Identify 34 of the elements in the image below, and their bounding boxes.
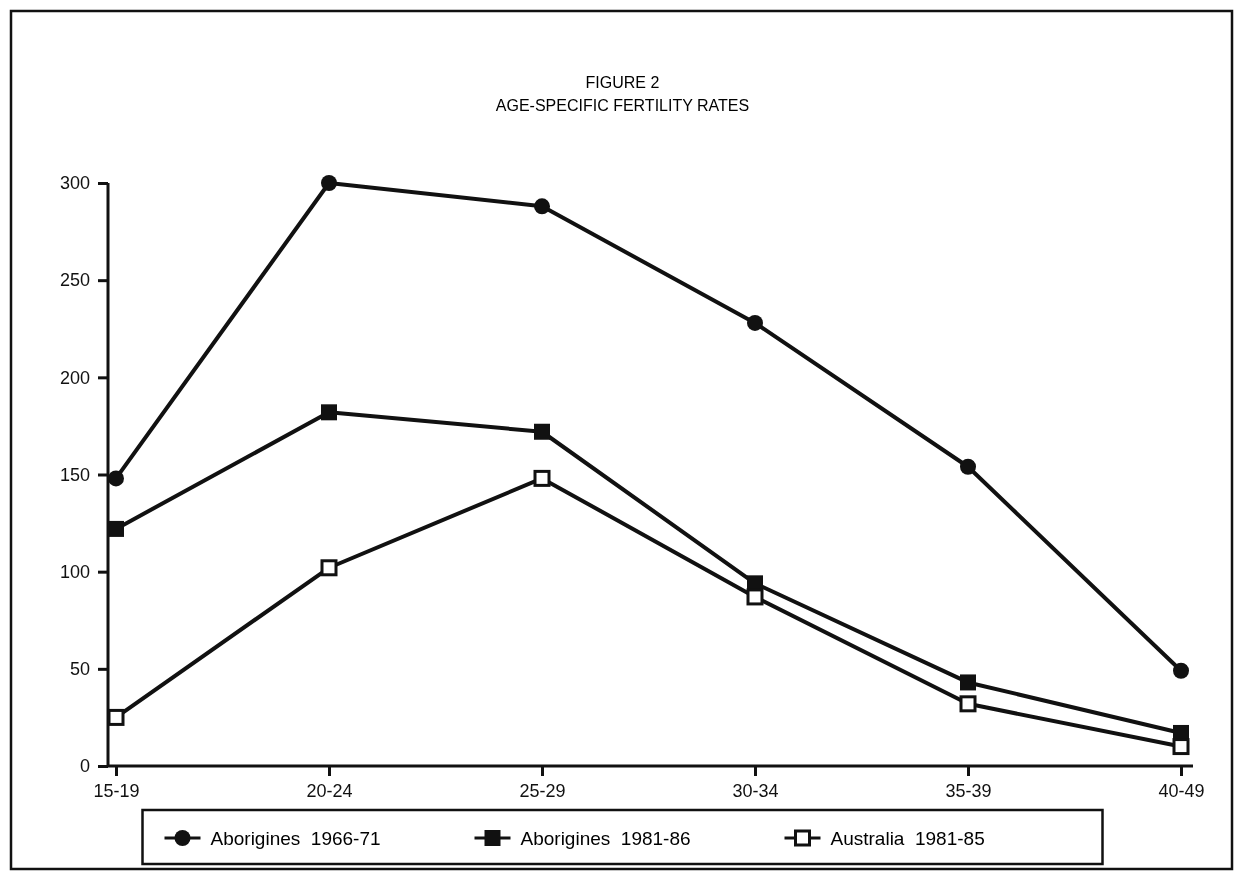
point <box>534 198 550 215</box>
chart-subtitle: AGE-SPECIFIC FERTILITY RATES <box>495 97 750 114</box>
point <box>108 520 124 537</box>
y-tick-label: 250 <box>59 270 90 291</box>
point <box>960 674 976 691</box>
x-tick-label: 15-19 <box>93 780 140 801</box>
y-tick-label: 50 <box>69 659 90 680</box>
point <box>1173 662 1189 679</box>
point <box>321 404 337 421</box>
legend-label: Aborigines 1966-71 <box>210 828 381 849</box>
point <box>746 588 764 606</box>
x-tick-label: 40-49 <box>1158 780 1205 801</box>
point <box>747 314 763 331</box>
y-tick-label: 0 <box>79 756 90 777</box>
point <box>959 695 977 713</box>
point <box>1172 738 1190 756</box>
point <box>108 470 124 487</box>
x-tick-label: 20-24 <box>306 780 353 801</box>
x-tick-label: 30-34 <box>732 780 779 801</box>
point <box>533 469 551 487</box>
y-tick-label: 150 <box>59 464 90 485</box>
x-tick-label: 25-29 <box>519 780 566 801</box>
x-tick-label: 35-39 <box>945 780 992 801</box>
point <box>320 559 338 577</box>
legend-label: Aborigines 1981-86 <box>520 828 691 849</box>
point <box>960 458 976 475</box>
y-tick-label: 300 <box>59 173 90 194</box>
y-tick-label: 200 <box>59 367 90 388</box>
point <box>107 708 125 726</box>
y-tick-label: 100 <box>59 561 90 582</box>
point <box>534 423 550 440</box>
legend-label: Australia 1981-85 <box>830 828 985 849</box>
point <box>321 175 337 191</box>
chart-title: FIGURE 2 <box>585 74 660 91</box>
